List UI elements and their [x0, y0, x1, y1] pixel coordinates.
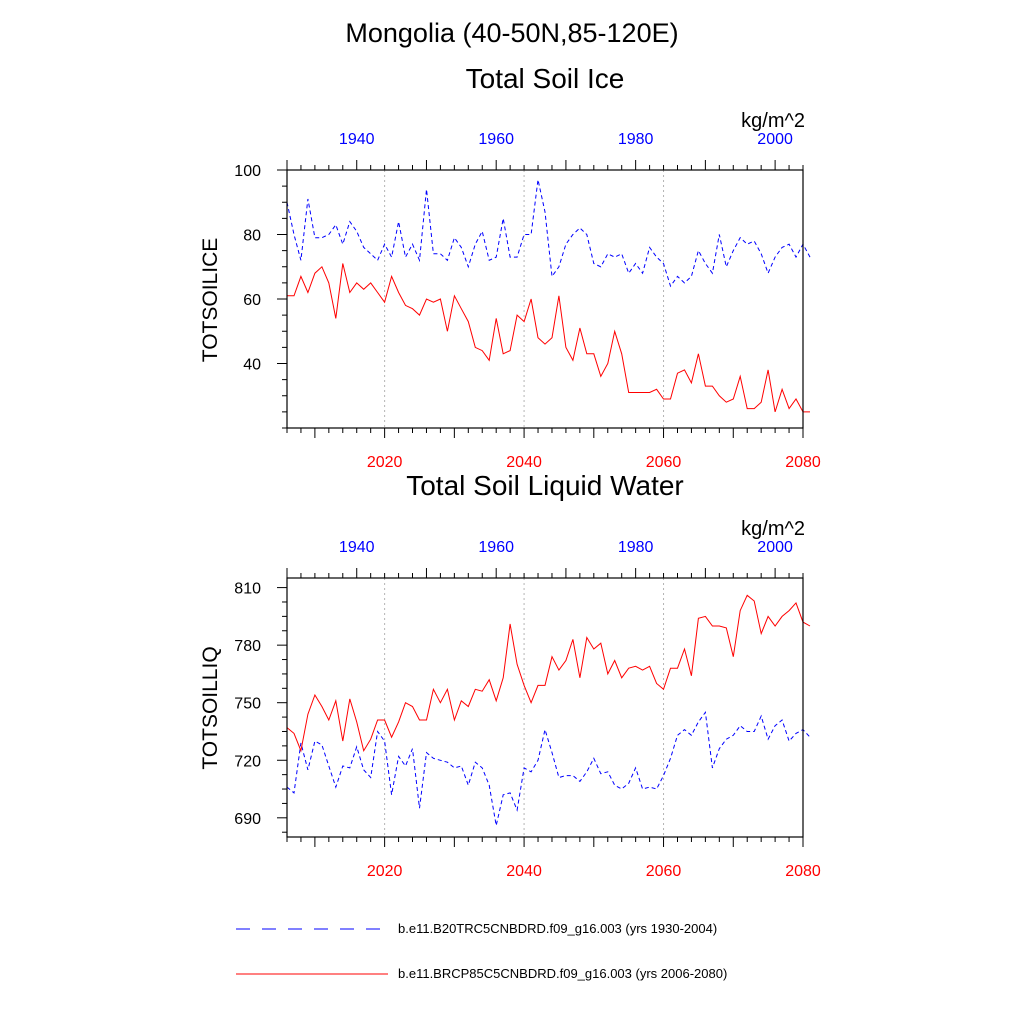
x-top-tick-label: 1940	[339, 131, 375, 148]
series-historical-line	[286, 179, 811, 288]
units-label: kg/m^2	[741, 110, 805, 132]
plot-frame	[286, 577, 804, 838]
x-bottom-tick-label: 2060	[646, 863, 682, 880]
x-bottom-tick-label: 2080	[785, 863, 821, 880]
x-top-tick-label: 2000	[757, 539, 793, 556]
y-tick-label: 780	[234, 638, 261, 655]
panel-title: Total Soil Ice	[466, 63, 625, 94]
y-axis-label: TOTSOILICE	[199, 238, 222, 362]
units-label: kg/m^2	[741, 518, 805, 540]
x-top-tick-label: 1980	[618, 539, 654, 556]
x-top-tick-label: 1960	[478, 131, 514, 148]
y-tick-label: 80	[243, 228, 261, 245]
x-bottom-tick-label: 2020	[367, 863, 403, 880]
series-future-line	[286, 594, 811, 753]
x-top-tick-label: 1960	[478, 539, 514, 556]
panel-total-soil-ice: Total Soil Ice kg/m^2 TOTSOILICE 2020 204…	[199, 63, 821, 471]
x-top-tick-label: 1940	[339, 539, 375, 556]
plot-frame	[286, 169, 804, 429]
y-tick-label: 720	[234, 753, 261, 770]
x-bottom-tick-label: 2060	[646, 454, 682, 471]
x-bottom-tick-label: 2080	[785, 454, 821, 471]
legend-future-label: b.e11.BRCP85C5CNBDRD.f09_g16.003 (yrs 20…	[398, 966, 727, 981]
series-future-line	[287, 263, 810, 413]
series-historical-line	[286, 710, 811, 826]
y-tick-label: 750	[234, 696, 261, 713]
y-axis-label: TOTSOILLIQ	[199, 646, 222, 769]
y-tick-label: 810	[234, 581, 261, 598]
x-bottom-tick-label: 2020	[367, 454, 403, 471]
legend-historical-label: b.e11.B20TRC5CNBDRD.f09_g16.003 (yrs 193…	[398, 921, 717, 936]
panel-total-soil-liquid-water: Total Soil Liquid Water kg/m^2 TOTSOILLI…	[199, 470, 821, 880]
x-bottom-tick-label: 2040	[506, 454, 542, 471]
x-top-tick-label: 2000	[757, 131, 793, 148]
x-bottom-tick-label: 2040	[506, 863, 542, 880]
y-tick-label: 40	[243, 357, 261, 374]
legend: b.e11.B20TRC5CNBDRD.f09_g16.003 (yrs 193…	[236, 921, 727, 981]
x-top-tick-label: 1980	[618, 131, 654, 148]
panel-title: Total Soil Liquid Water	[406, 470, 684, 501]
y-tick-label: 690	[234, 811, 261, 828]
figure-title: Mongolia (40-50N,85-120E)	[345, 18, 678, 48]
y-tick-label: 100	[234, 163, 261, 180]
y-tick-label: 60	[243, 292, 261, 309]
